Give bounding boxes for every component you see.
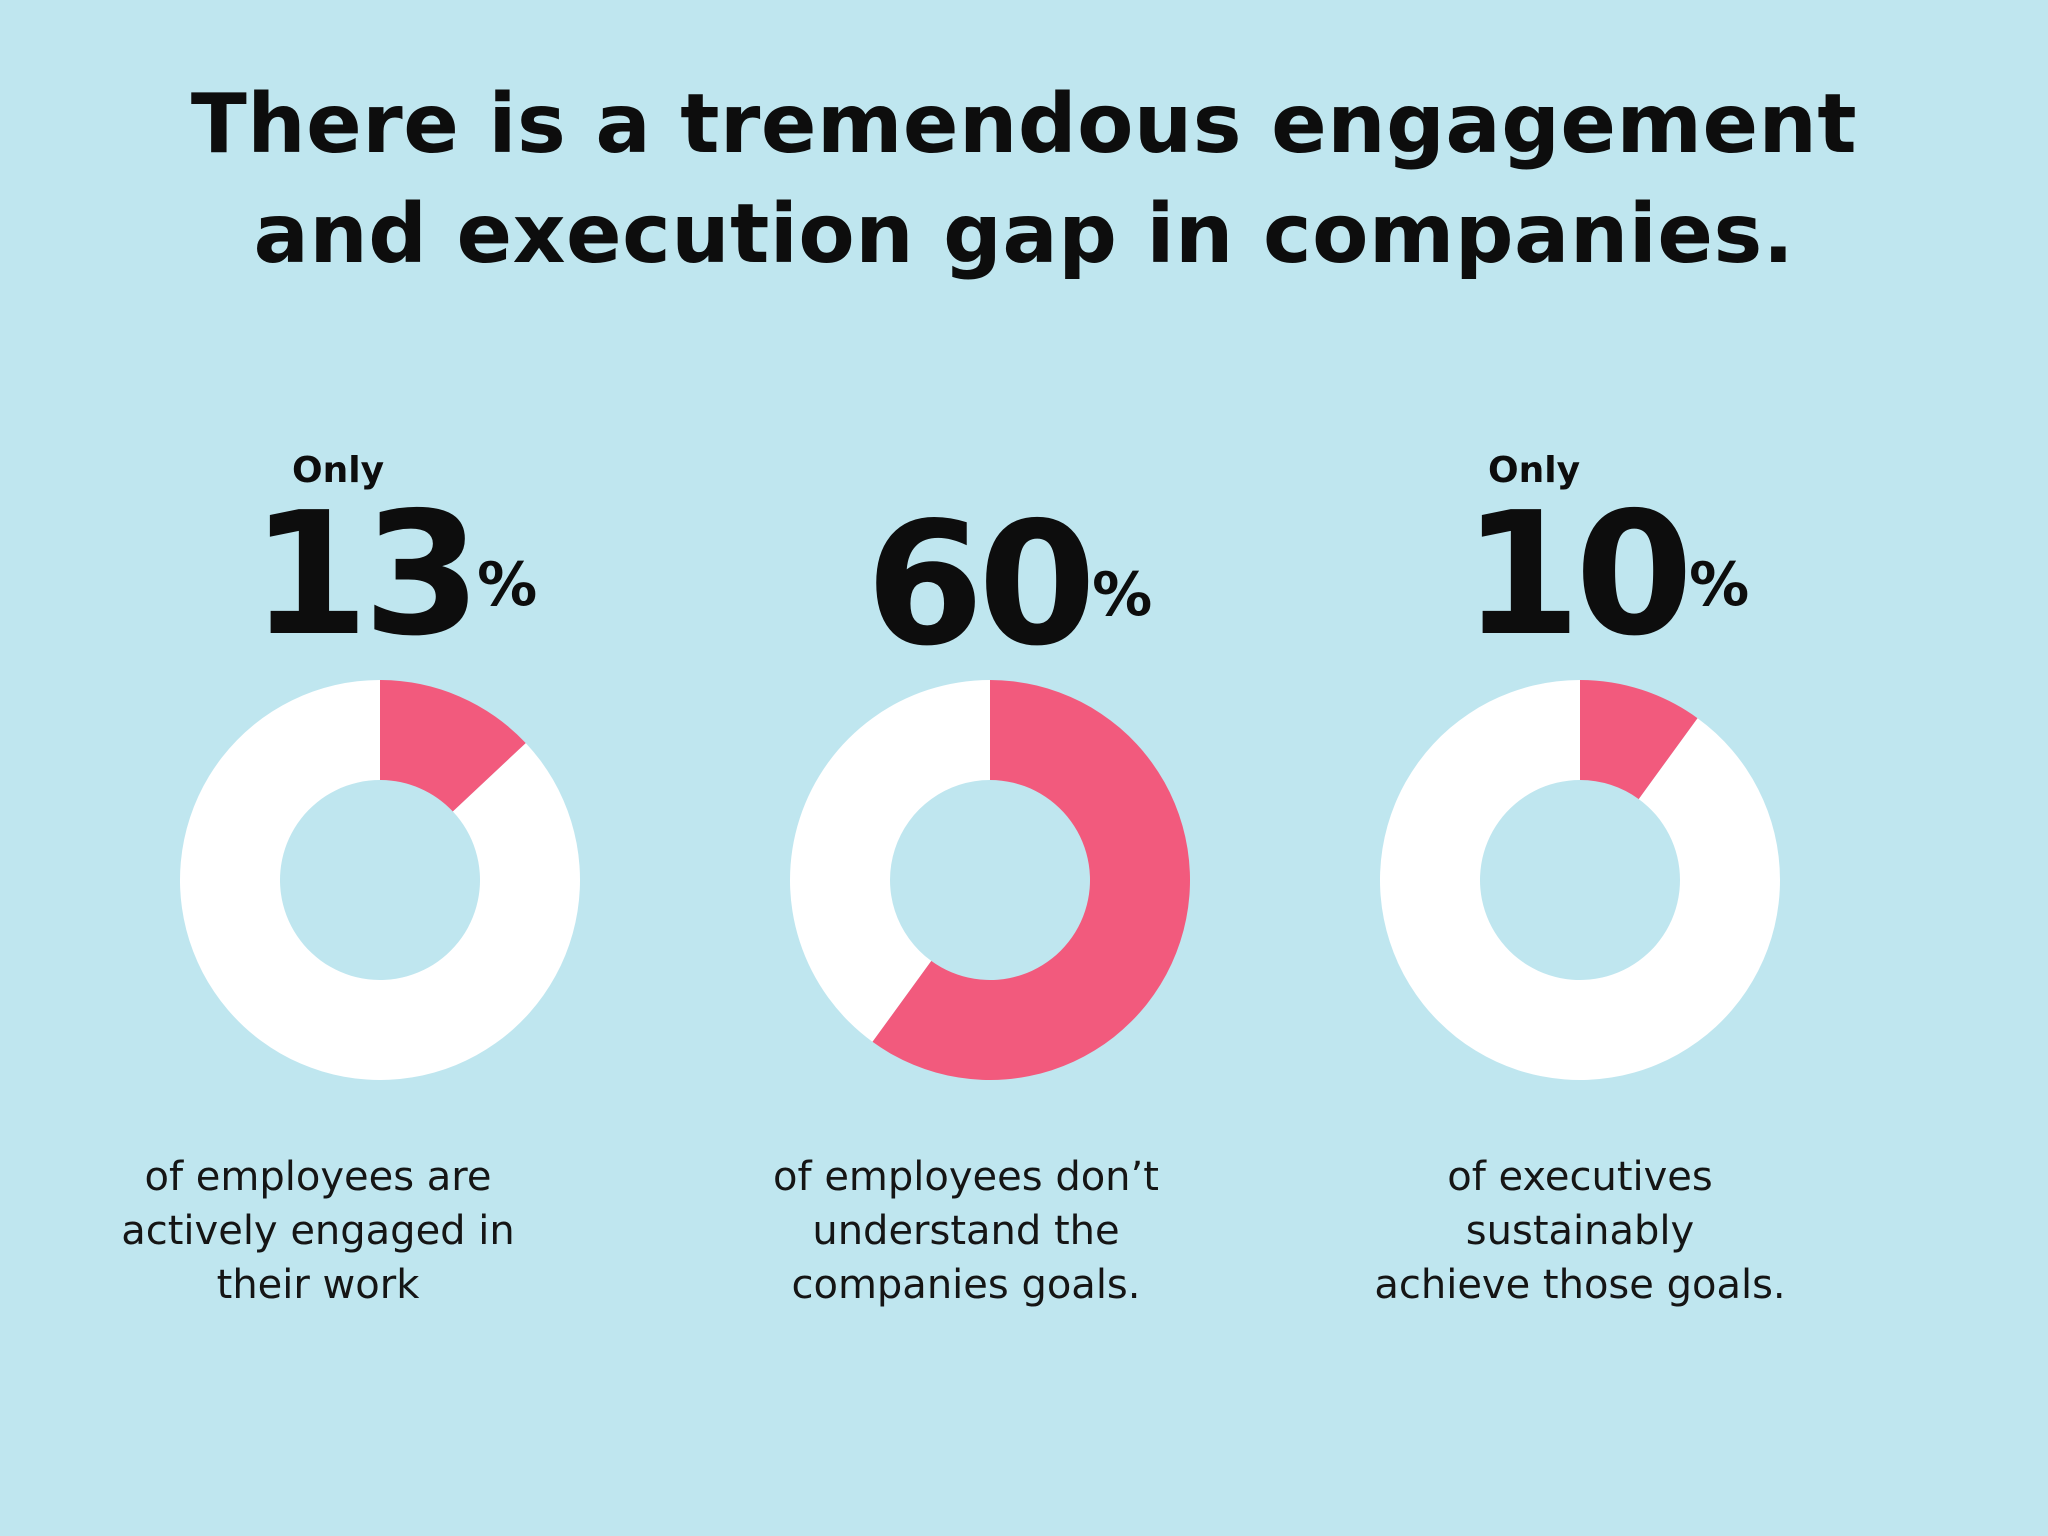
percent-sign: % <box>477 550 538 620</box>
stat-goal-understanding: 60 % of employees don’t understand the c… <box>680 440 1300 1340</box>
title-line-2: and execution gap in companies. <box>253 187 1795 282</box>
percent-value: 10 <box>1462 476 1694 674</box>
page-title: There is a tremendous engagement and exe… <box>0 70 2048 290</box>
percent-sign: % <box>1689 550 1750 620</box>
caption-line-3: their work <box>216 1262 420 1308</box>
caption-line-1: of employees don’t <box>773 1154 1159 1200</box>
caption-line-3: achieve those goals. <box>1374 1262 1786 1308</box>
caption-line-3: companies goals. <box>791 1262 1141 1308</box>
stat-engaged-employees: Only 13 % of employees are actively enga… <box>70 440 690 1340</box>
stat-executive-achievement: Only 10 % of executives sustainably achi… <box>1270 440 1890 1340</box>
caption-line-2: sustainably <box>1465 1208 1695 1254</box>
donut-chart <box>790 680 1190 1080</box>
title-line-1: There is a tremendous engagement <box>190 77 1858 172</box>
donut-slice-highlight <box>872 680 1190 1080</box>
percent-sign: % <box>1092 560 1153 630</box>
big-number: 13 % <box>70 490 690 660</box>
donut-slice-remainder <box>180 680 580 1080</box>
donut-slice-remainder <box>1380 680 1780 1080</box>
caption-line-1: of employees are <box>144 1154 492 1200</box>
donut-slice-remainder <box>790 680 990 1042</box>
only-label: Only <box>292 450 385 491</box>
donut-chart <box>1380 680 1780 1080</box>
donut-chart <box>180 680 580 1080</box>
caption: of executives sustainably achieve those … <box>1270 1150 1890 1312</box>
caption-line-2: understand the <box>812 1208 1120 1254</box>
donut-slice-highlight <box>380 680 526 812</box>
caption: of employees are actively engaged in the… <box>8 1150 628 1312</box>
only-label: Only <box>1488 450 1581 491</box>
percent-value: 60 <box>865 486 1097 684</box>
big-number: 60 % <box>680 490 1300 670</box>
percent-value: 13 <box>250 476 482 674</box>
caption: of employees don’t understand the compan… <box>656 1150 1276 1312</box>
big-number: 10 % <box>1270 490 1890 660</box>
caption-line-2: actively engaged in <box>121 1208 515 1254</box>
donut-slice-highlight <box>1580 680 1698 800</box>
caption-line-1: of executives <box>1447 1154 1713 1200</box>
